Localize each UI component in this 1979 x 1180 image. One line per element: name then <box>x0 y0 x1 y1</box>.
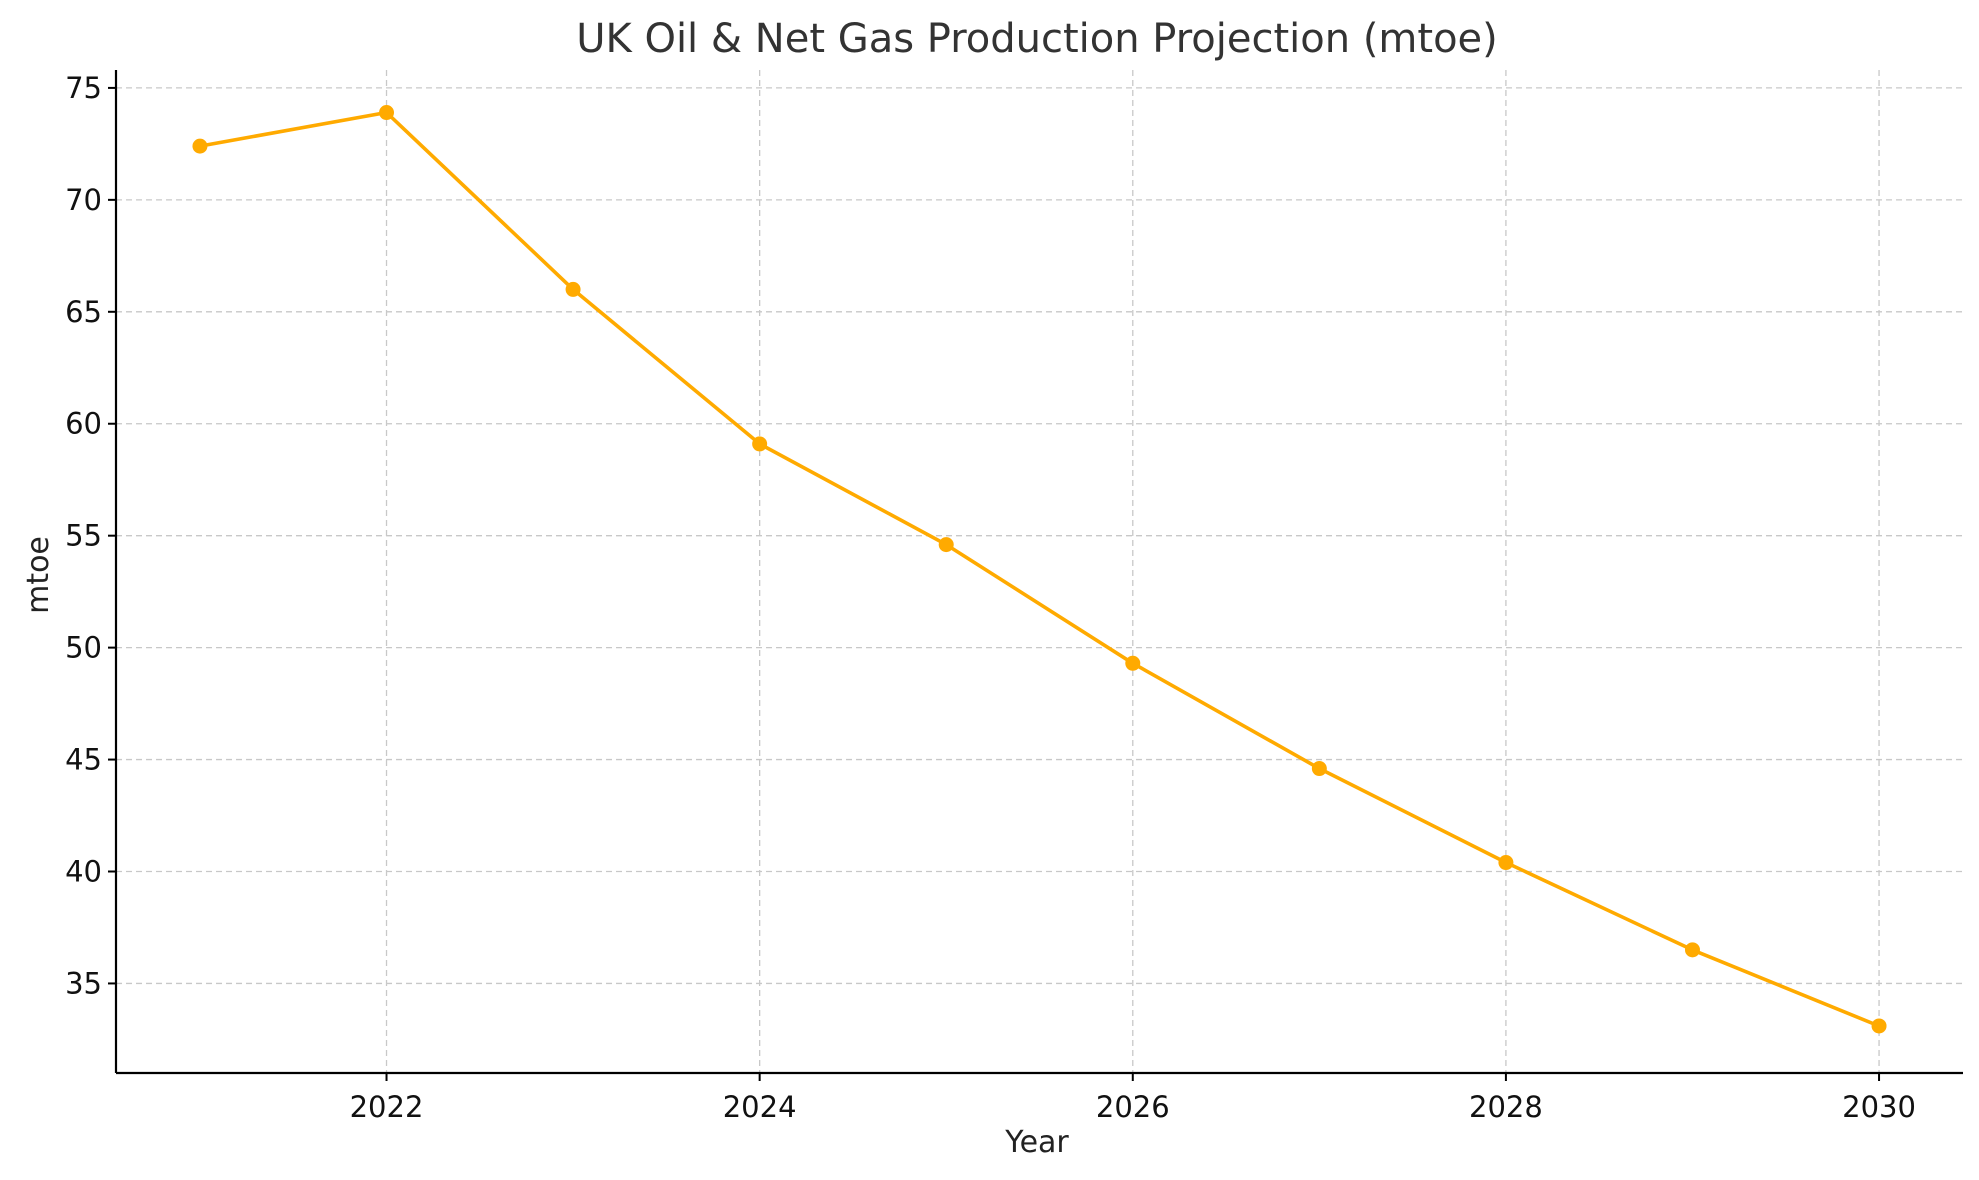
x-axis-label: Year <box>1004 1125 1069 1160</box>
x-tick-label: 2026 <box>1096 1090 1170 1124</box>
data-point[interactable] <box>379 105 395 121</box>
data-point[interactable] <box>192 138 208 154</box>
y-axis-label: mtoe <box>21 536 56 614</box>
data-point[interactable] <box>938 537 954 553</box>
series-line <box>198 110 1881 1028</box>
y-tick-label: 50 <box>65 631 102 665</box>
y-tick-label: 75 <box>65 71 102 105</box>
data-point[interactable] <box>1311 761 1327 777</box>
y-tick-label: 35 <box>65 966 102 1000</box>
grid-layer <box>116 70 1963 1073</box>
data-point[interactable] <box>752 436 768 452</box>
data-point[interactable] <box>1498 855 1514 871</box>
x-tick-label: 2022 <box>350 1090 424 1124</box>
axes-layer <box>114 70 1963 1075</box>
x-tick-label: 2028 <box>1469 1090 1543 1124</box>
ticks-layer: 2022 2024 2026 2028 2030 35 40 45 50 55 60 65 70 75 <box>65 71 1916 1124</box>
series-layer <box>192 105 1887 1034</box>
y-tick-label: 40 <box>65 855 102 889</box>
data-point[interactable] <box>1684 942 1700 958</box>
y-tick-label: 70 <box>65 183 102 217</box>
chart-title: UK Oil & Net Gas Production Projection (… <box>576 16 1498 62</box>
y-tick-label: 65 <box>65 295 102 329</box>
y-tick-label: 60 <box>65 407 102 441</box>
y-tick-label: 45 <box>65 743 102 777</box>
data-point[interactable] <box>1125 655 1141 671</box>
data-point[interactable] <box>1871 1018 1887 1034</box>
x-tick-label: 2030 <box>1842 1090 1916 1124</box>
x-tick-label: 2024 <box>723 1090 797 1124</box>
y-tick-label: 55 <box>65 519 102 553</box>
data-point[interactable] <box>565 281 581 297</box>
